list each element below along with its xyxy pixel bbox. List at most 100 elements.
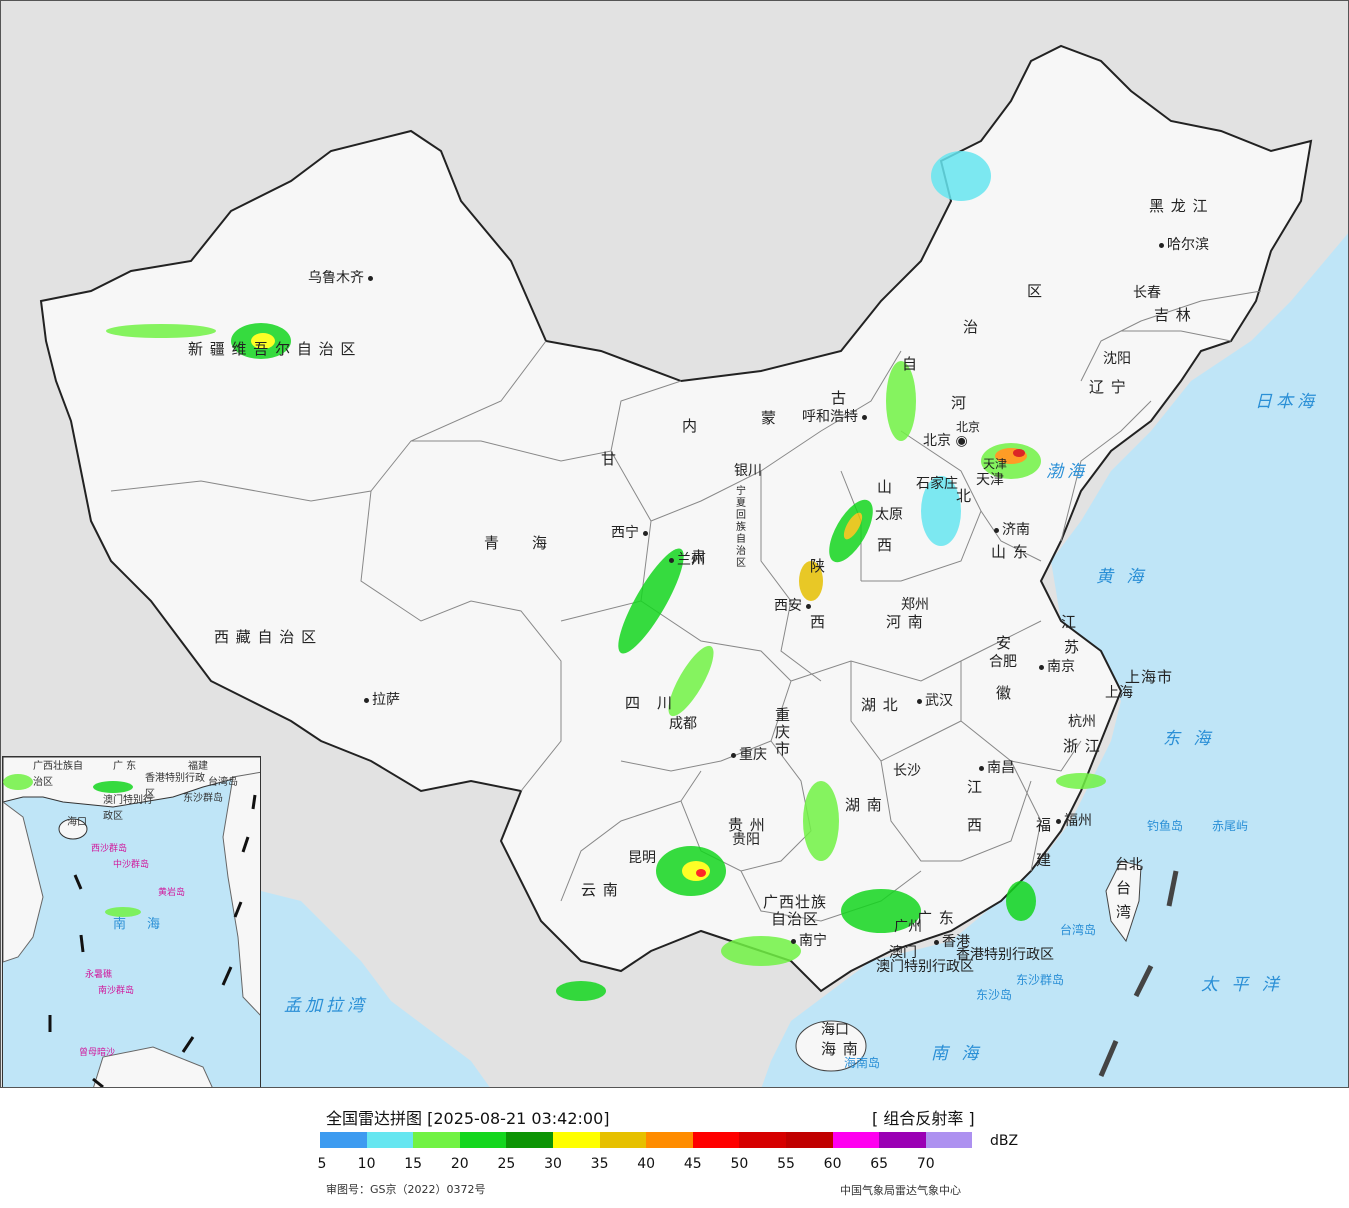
city-nanchang: 南昌 bbox=[979, 760, 1015, 776]
city-hongkong: 香港 bbox=[934, 934, 970, 950]
inset-label-huangyan: 黄岩岛 bbox=[158, 888, 186, 898]
island-diaoyu: 钓鱼岛 bbox=[1147, 819, 1184, 833]
city-tianjin-label: 天津 bbox=[976, 472, 1004, 488]
city-chongqing-label: 重庆 bbox=[739, 747, 767, 763]
province-label-fujian-1: 福 bbox=[1036, 816, 1053, 834]
city-dot bbox=[791, 938, 796, 944]
color-swatch bbox=[785, 1132, 833, 1148]
inset-label-fujian: 福建 bbox=[188, 761, 208, 772]
province-label-chongqing: 重庆市 bbox=[775, 706, 792, 758]
province-label-zhejiang: 浙 江 bbox=[1063, 737, 1101, 755]
province-label-jilin: 吉 林 bbox=[1154, 306, 1192, 324]
province-label-shandong: 山 东 bbox=[991, 543, 1029, 561]
city-nanning-label: 南宁 bbox=[799, 933, 827, 949]
city-shijiazhuang-label: 石家庄 bbox=[916, 476, 958, 492]
city-hohhot-label: 呼和浩特 bbox=[802, 409, 858, 425]
city-nanning: 南宁 bbox=[791, 933, 827, 949]
province-label-tianjin: 天津 bbox=[983, 457, 1008, 471]
city-dot bbox=[1039, 664, 1044, 670]
capital-star-icon: ◉ bbox=[955, 433, 968, 449]
city-hangzhou-label: 杭州 bbox=[1068, 714, 1096, 730]
province-label-hebei-1: 河 bbox=[951, 394, 968, 412]
province-label-shanxi-2: 西 bbox=[877, 536, 894, 554]
city-jinan-label: 济南 bbox=[1002, 522, 1030, 538]
city-dot bbox=[934, 939, 939, 945]
province-label-guangxi-2: 自治区 bbox=[771, 910, 820, 928]
color-swatch bbox=[366, 1132, 414, 1148]
island-taiwan: 台湾岛 bbox=[1060, 923, 1097, 937]
radar-echoes bbox=[106, 151, 1106, 1001]
province-label-hongkong: 香港特别行政区 bbox=[956, 947, 1054, 963]
province-label-anhui-1: 安 bbox=[996, 634, 1013, 652]
city-nanchang-label: 南昌 bbox=[987, 760, 1015, 776]
province-label-guangdong: 广 东 bbox=[917, 909, 955, 927]
province-label-xinjiang: 新 疆 维 吾 尔 自 治 区 bbox=[188, 340, 357, 358]
city-kunming-label: 昆明 bbox=[628, 850, 656, 866]
city-shanghai: 上海 bbox=[1105, 685, 1133, 701]
province-label-jiangxi-1: 江 bbox=[967, 778, 984, 796]
legend-tick-label: 60 bbox=[823, 1156, 842, 1172]
city-dot bbox=[368, 275, 374, 281]
city-hefei: 合肥 bbox=[989, 654, 1017, 670]
sea-nanhai: 南 海 bbox=[931, 1044, 983, 1064]
city-urumqi-label: 乌鲁木齐 bbox=[308, 270, 364, 286]
sea-area bbox=[761, 233, 1348, 1087]
inset-label-zhongsha: 中沙群岛 bbox=[113, 860, 150, 870]
city-urumqi: 乌鲁木齐 bbox=[308, 270, 376, 286]
province-label-shanghai: 上海市 bbox=[1125, 668, 1174, 686]
city-changchun-label: 长春 bbox=[1133, 285, 1161, 301]
sea-mengjiala: 孟加拉湾 bbox=[284, 996, 368, 1016]
province-label-hunan: 湖 南 bbox=[845, 796, 883, 814]
city-hohhot: 呼和浩特 bbox=[802, 409, 870, 425]
city-chengdu-label: 成都 bbox=[669, 716, 697, 732]
province-label-neimenggu-2: 蒙 bbox=[761, 409, 778, 427]
city-harbin-label: 哈尔滨 bbox=[1167, 237, 1209, 253]
province-label-gansu: 甘 bbox=[601, 450, 618, 468]
city-lanzhou-label: 兰州 bbox=[677, 552, 705, 568]
city-xining-label: 西宁 bbox=[611, 525, 639, 541]
bay-of-bengal bbox=[261, 891, 490, 1087]
province-label-taiwan-2: 湾 bbox=[1116, 903, 1133, 921]
city-hangzhou: 杭州 bbox=[1068, 714, 1096, 730]
city-guangzhou: 广州 bbox=[894, 919, 922, 935]
province-label-fujian-2: 建 bbox=[1036, 851, 1053, 869]
radar-map[interactable]: 新 疆 维 吾 尔 自 治 区 西 藏 自 治 区 青 海 甘 肃 内 蒙 古 … bbox=[0, 0, 1349, 1088]
inset-label-macau: 澳门特别行政区 bbox=[103, 795, 153, 822]
city-zhengzhou: 郑州 bbox=[901, 597, 929, 613]
city-haikou: 海口 bbox=[821, 1022, 849, 1038]
color-swatch bbox=[646, 1132, 693, 1148]
map-approval-number: 审图号：GS京（2022）0372号 bbox=[326, 1183, 486, 1196]
city-chengdu: 成都 bbox=[669, 716, 697, 732]
island-dongshadao: 东沙岛 bbox=[976, 988, 1013, 1002]
city-dot bbox=[917, 698, 922, 704]
color-swatch bbox=[599, 1132, 647, 1148]
inset-indochina bbox=[3, 801, 44, 963]
city-hongkong-label: 香港 bbox=[942, 934, 970, 950]
city-kunming: 昆明 bbox=[628, 850, 656, 866]
inset-dash-line bbox=[48, 794, 257, 1087]
city-beijing-label: 北京 bbox=[923, 433, 951, 449]
province-label-hebei-2: 北 bbox=[956, 487, 973, 505]
island-hainan: 海南岛 bbox=[844, 1056, 881, 1070]
city-taiyuan-label: 太原 bbox=[875, 507, 903, 523]
province-label-jiangsu-1: 江 bbox=[1061, 613, 1078, 631]
province-borders bbox=[110, 290, 1262, 922]
city-wuhan-label: 武汉 bbox=[925, 693, 953, 709]
province-label-hainan: 海 南 bbox=[821, 1040, 859, 1058]
city-chongqing: 重庆 bbox=[731, 747, 767, 763]
province-label-henan: 河 南 bbox=[886, 613, 924, 631]
inset-label-haikou: 海口 bbox=[67, 817, 87, 828]
city-dot bbox=[364, 697, 369, 703]
city-shenyang-label: 沈阳 bbox=[1103, 351, 1131, 367]
sea-taipingyang: 太 平 洋 bbox=[1201, 975, 1283, 995]
agency-name: 中国气象局雷达气象中心 bbox=[840, 1184, 961, 1197]
city-dot bbox=[731, 752, 736, 758]
city-guiyang-label: 贵阳 bbox=[732, 832, 760, 848]
province-label-shaanxi-2: 西 bbox=[810, 613, 827, 631]
city-dot bbox=[862, 414, 868, 420]
city-harbin: 哈尔滨 bbox=[1159, 237, 1209, 253]
province-label-neimenggu-3: 古 bbox=[831, 389, 848, 407]
legend-tick-label: 10 bbox=[357, 1156, 376, 1172]
city-nanjing-label: 南京 bbox=[1047, 659, 1075, 675]
china-territory bbox=[39, 44, 1313, 993]
